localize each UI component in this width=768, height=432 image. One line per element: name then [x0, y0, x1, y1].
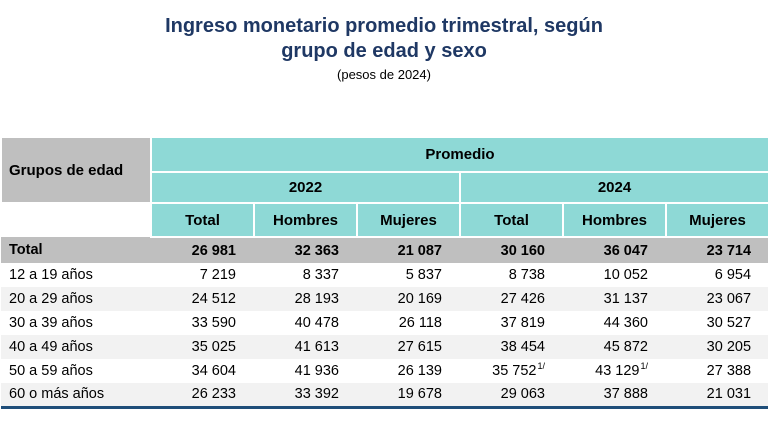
value-cell: 5 837	[405, 267, 442, 283]
promedio-header: Promedio	[149, 136, 768, 173]
row-label: 60 o más años	[9, 386, 105, 403]
value-cell: 30 160	[500, 242, 545, 259]
footnote-marker: 1/	[537, 361, 545, 372]
value-cell: 10 052	[603, 267, 648, 283]
page-title-line1: Ingreso monetario promedio trimestral, s…	[165, 15, 603, 37]
value-cell: 27 426	[500, 291, 545, 307]
col-header-hombres-2024: Hombres	[562, 202, 667, 238]
row-group-header: Grupos de edad	[0, 136, 152, 204]
year-2024-header: 2024	[458, 171, 768, 204]
page-title-line2: grupo de edad y sexo	[281, 40, 487, 62]
value-cell: 43 1291/	[595, 361, 648, 379]
value-cell: 31 137	[603, 291, 648, 307]
row-label: 12 a 19 años	[9, 267, 93, 283]
income-table: Grupos de edad Promedio 2022 2024 Total …	[0, 136, 768, 409]
value-cell: 28 193	[294, 291, 339, 307]
promedio-header-row: Grupos de edad Promedio	[0, 136, 768, 204]
value-cell: 26 233	[191, 386, 236, 403]
page-subtitle: (pesos de 2024)	[337, 67, 431, 82]
table-row-0: 12 a 19 años 7 219 8 337 5 837 8 738 10 052 6 …	[1, 263, 768, 287]
col-header-mujeres-2022: Mujeres	[356, 202, 461, 238]
value-cell: 29 063	[500, 386, 545, 403]
table-row-1: 20 a 29 años 24 512 28 193 20 169 27 426 31 1…	[1, 287, 768, 311]
col-header-hombres-2022: Hombres	[253, 202, 358, 238]
value-cell: 32 363	[294, 242, 339, 259]
value-cell: 27 388	[706, 363, 752, 379]
value-cell: 44 360	[603, 315, 648, 331]
table-row-4: 50 a 59 años 34 604 41 936 26 139 35 7521/43…	[1, 359, 768, 383]
table-row-3: 40 a 49 años 35 025 41 613 27 615 38 454 45 8…	[1, 335, 768, 359]
value-cell: 36 047	[603, 242, 648, 259]
footnote-marker: 1/	[640, 361, 648, 372]
value-cell: 27 615	[397, 339, 442, 355]
value-cell: 21 087	[397, 242, 442, 259]
value-cell: 38 454	[500, 339, 545, 355]
value-cell: 33 392	[294, 386, 339, 403]
value-cell: 8 337	[302, 267, 339, 283]
value-cell: 8 738	[508, 267, 545, 283]
value-cell: 26 118	[398, 315, 442, 331]
value-cell: 35 7521/	[492, 361, 545, 379]
empty-corner-cell	[1, 203, 151, 237]
value-cell: 6 954	[714, 267, 752, 283]
value-cell: 41 613	[294, 339, 339, 355]
page-title: Ingreso monetario promedio trimestral, s…	[50, 14, 718, 64]
value-cell: 41 936	[294, 363, 339, 379]
value-cell: 26 981	[191, 242, 236, 259]
value-cell: 35 025	[191, 339, 236, 355]
row-label: 50 a 59 años	[9, 363, 93, 379]
column-header-row: Total Hombres Mujeres Total Hombres Muje…	[1, 202, 768, 238]
value-cell: 30 527	[706, 315, 752, 331]
value-cell: 33 590	[191, 315, 236, 331]
value-cell: 34 604	[191, 363, 236, 379]
row-label: 20 a 29 años	[9, 291, 93, 307]
row-label: 30 a 39 años	[9, 315, 93, 331]
value-cell: 26 139	[397, 363, 442, 379]
row-label: 40 a 49 años	[9, 339, 93, 355]
year-2022-header: 2022	[150, 171, 461, 204]
row-label: Total	[9, 242, 43, 258]
col-header-total-2024: Total	[459, 202, 564, 238]
table-row-2: 30 a 39 años 33 590 40 478 26 118 37 819 44 3…	[1, 311, 768, 335]
value-cell: 45 872	[603, 339, 648, 355]
value-cell: 30 205	[706, 339, 752, 355]
value-cell: 37 819	[500, 315, 545, 331]
table-row-5: 60 o más años 26 233 33 392 19 678 29 063 37 …	[1, 383, 768, 407]
value-cell: 23 714	[706, 242, 752, 259]
value-cell: 23 067	[706, 291, 752, 307]
col-header-total-2022: Total	[150, 202, 255, 238]
value-cell: 24 512	[191, 291, 236, 307]
table-row-total: Total 26 981 32 363 21 087 30 160 36 047 23 71…	[1, 237, 768, 263]
value-cell: 20 169	[397, 291, 442, 307]
value-cell: 21 031	[706, 386, 752, 403]
value-cell: 19 678	[397, 386, 442, 403]
value-cell: 40 478	[294, 315, 339, 331]
col-header-mujeres-2024: Mujeres	[664, 202, 768, 238]
value-cell: 7 219	[199, 267, 236, 283]
value-cell: 37 888	[603, 386, 648, 403]
table-body: Total 26 981 32 363 21 087 30 160 36 047 23 71…	[1, 237, 768, 407]
